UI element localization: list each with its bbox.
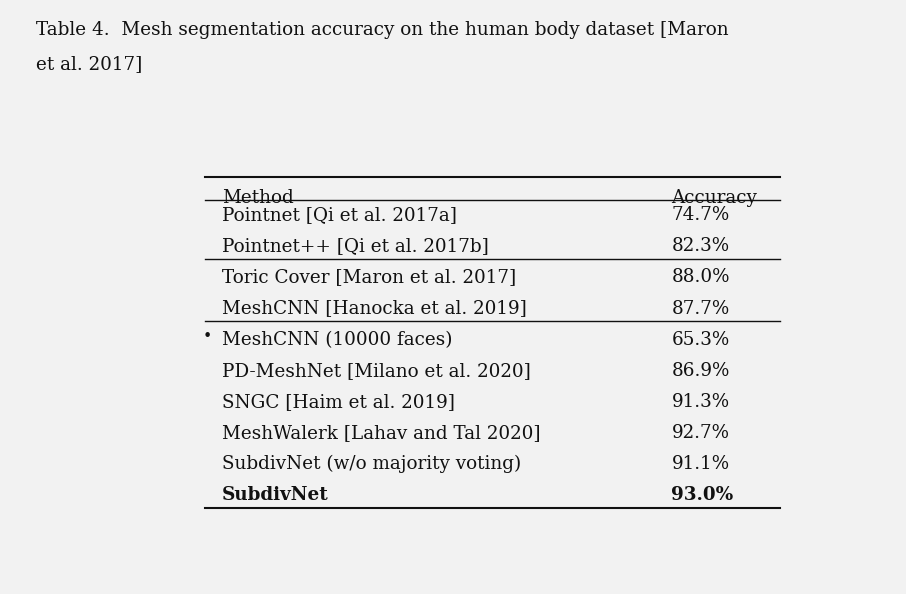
- Text: PD-MeshNet [Milano et al. 2020]: PD-MeshNet [Milano et al. 2020]: [222, 362, 531, 380]
- Text: et al. 2017]: et al. 2017]: [36, 55, 142, 73]
- Text: 93.0%: 93.0%: [671, 486, 734, 504]
- Text: SNGC [Haim et al. 2019]: SNGC [Haim et al. 2019]: [222, 393, 455, 411]
- Text: •: •: [202, 328, 212, 345]
- Text: 88.0%: 88.0%: [671, 268, 730, 286]
- Text: 86.9%: 86.9%: [671, 362, 730, 380]
- Text: Accuracy: Accuracy: [671, 189, 757, 207]
- Text: Toric Cover [Maron et al. 2017]: Toric Cover [Maron et al. 2017]: [222, 268, 516, 286]
- Text: 91.3%: 91.3%: [671, 393, 729, 411]
- Text: SubdivNet: SubdivNet: [222, 486, 329, 504]
- Text: 92.7%: 92.7%: [671, 424, 729, 442]
- Text: SubdivNet (w/o majority voting): SubdivNet (w/o majority voting): [222, 455, 521, 473]
- Text: 91.1%: 91.1%: [671, 455, 729, 473]
- Text: Method: Method: [222, 189, 294, 207]
- Text: Pointnet [Qi et al. 2017a]: Pointnet [Qi et al. 2017a]: [222, 206, 458, 224]
- Text: MeshWalerk [Lahav and Tal 2020]: MeshWalerk [Lahav and Tal 2020]: [222, 424, 541, 442]
- Text: MeshCNN (10000 faces): MeshCNN (10000 faces): [222, 331, 453, 349]
- Text: 82.3%: 82.3%: [671, 238, 729, 255]
- Text: 74.7%: 74.7%: [671, 206, 729, 224]
- Text: MeshCNN [Hanocka et al. 2019]: MeshCNN [Hanocka et al. 2019]: [222, 299, 527, 318]
- Text: 65.3%: 65.3%: [671, 331, 729, 349]
- Text: Pointnet++ [Qi et al. 2017b]: Pointnet++ [Qi et al. 2017b]: [222, 238, 489, 255]
- Text: Table 4.  Mesh segmentation accuracy on the human body dataset [Maron: Table 4. Mesh segmentation accuracy on t…: [36, 21, 728, 39]
- Text: 87.7%: 87.7%: [671, 299, 729, 318]
